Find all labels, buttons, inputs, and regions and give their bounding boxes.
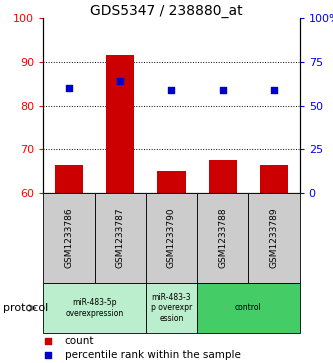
Bar: [248, 193, 300, 283]
Bar: [55, 164, 83, 193]
Text: count: count: [65, 337, 94, 346]
Point: [66, 85, 72, 91]
Bar: [197, 283, 300, 333]
Point: [220, 87, 225, 93]
Point: [118, 78, 123, 84]
Text: GSM1233789: GSM1233789: [269, 208, 279, 268]
Text: miR-483-3
p overexpr
ession: miR-483-3 p overexpr ession: [151, 293, 192, 323]
Text: GSM1233788: GSM1233788: [218, 208, 227, 268]
Bar: [43, 193, 95, 283]
Text: GSM1233790: GSM1233790: [167, 208, 176, 268]
Bar: [43, 283, 146, 333]
Point: [271, 87, 277, 93]
Bar: [197, 193, 248, 283]
Bar: [158, 171, 185, 193]
Text: GDS5347 / 238880_at: GDS5347 / 238880_at: [90, 4, 243, 18]
Point: [169, 87, 174, 93]
Bar: [95, 193, 146, 283]
Bar: [260, 164, 288, 193]
Bar: [209, 160, 237, 193]
Text: percentile rank within the sample: percentile rank within the sample: [65, 350, 241, 360]
Text: GSM1233786: GSM1233786: [64, 208, 74, 268]
Bar: [146, 193, 197, 283]
Text: miR-483-5p
overexpression: miR-483-5p overexpression: [66, 298, 124, 318]
Text: control: control: [235, 303, 262, 313]
Bar: [106, 55, 134, 193]
Text: GSM1233787: GSM1233787: [116, 208, 125, 268]
Text: protocol: protocol: [3, 303, 49, 313]
Bar: [146, 283, 197, 333]
